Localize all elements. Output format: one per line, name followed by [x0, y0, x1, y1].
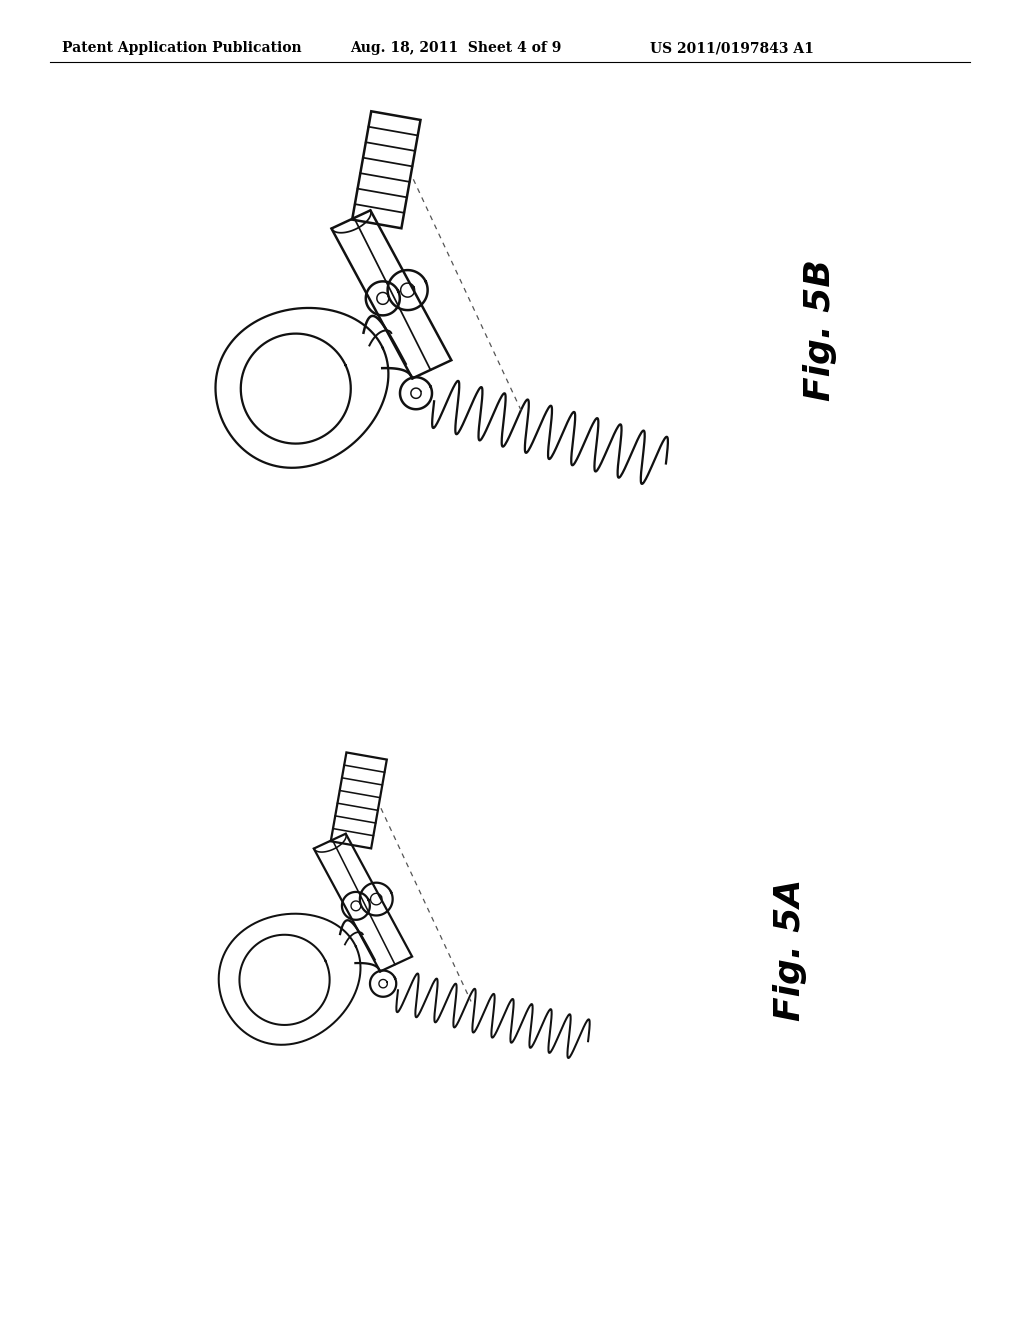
- Text: Fig. 5B: Fig. 5B: [803, 259, 837, 401]
- Text: Patent Application Publication: Patent Application Publication: [62, 41, 302, 55]
- Text: US 2011/0197843 A1: US 2011/0197843 A1: [650, 41, 814, 55]
- Text: Fig. 5A: Fig. 5A: [773, 879, 807, 1022]
- Text: Aug. 18, 2011  Sheet 4 of 9: Aug. 18, 2011 Sheet 4 of 9: [350, 41, 561, 55]
